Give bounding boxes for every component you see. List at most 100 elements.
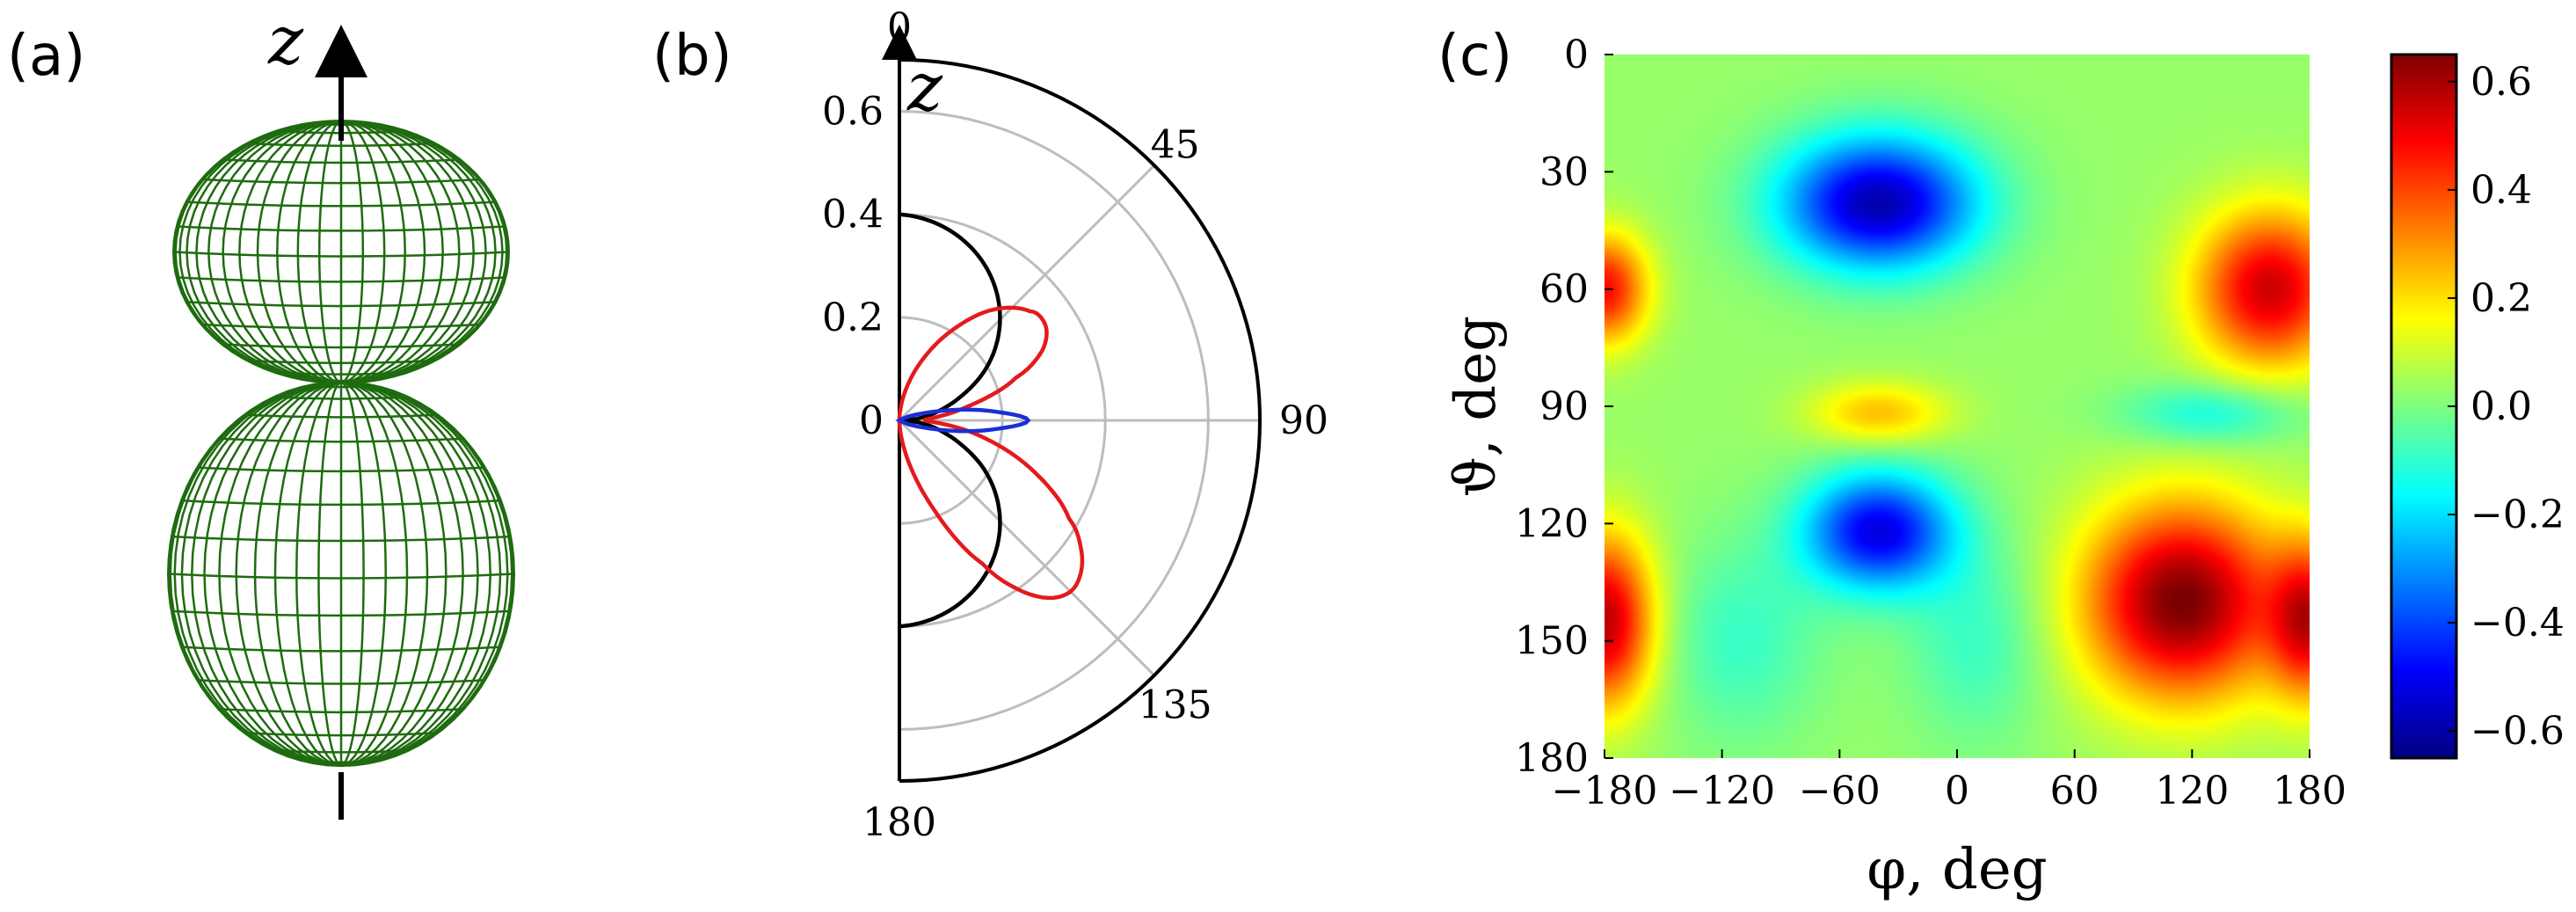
mesh-parallel	[248, 142, 434, 148]
mesh-meridian	[340, 381, 479, 767]
mesh-parallel	[171, 535, 511, 543]
mesh-parallel	[177, 225, 506, 232]
mesh-meridian	[295, 381, 342, 767]
panel-c: (c) −180 −120 −60 0 60 120 180 0 30 60 90 120 150 180…	[1437, 24, 2565, 902]
x-tick-label: 0	[1945, 769, 1969, 814]
mesh-parallel	[219, 437, 463, 443]
y-tick-label: 120	[1515, 501, 1589, 546]
mesh-meridian	[340, 381, 448, 767]
panel-c-label: (c)	[1437, 24, 1512, 89]
heatmap-image	[1605, 55, 2310, 758]
x-axis-title: φ, deg	[1867, 837, 2047, 902]
heatmap-axes: −180 −120 −60 0 60 120 180 0 30 60 90 120 150 180	[1515, 33, 2347, 814]
x-tick-label: 60	[2050, 769, 2099, 814]
polar-theta-tick: 135	[1139, 683, 1212, 728]
mesh-meridian	[317, 381, 342, 767]
mesh-parallel	[274, 749, 408, 754]
mesh-meridian	[340, 120, 406, 384]
mesh-meridian	[340, 120, 461, 384]
polar-theta-tick: 45	[1151, 122, 1200, 167]
mesh-meridian	[235, 381, 342, 767]
polar-grid	[882, 25, 1262, 783]
mesh-meridian	[340, 120, 365, 384]
y-tick-label: 30	[1539, 150, 1589, 194]
mesh-meridian	[317, 120, 342, 384]
panel-b-label: (b)	[652, 24, 732, 89]
mesh-parallel	[219, 708, 463, 714]
mesh-parallel	[248, 359, 434, 364]
mesh-parallel	[181, 646, 501, 653]
polar-r-tick: 0.2	[822, 295, 884, 340]
colorbar-tick-label: 0.4	[2470, 168, 2532, 213]
panel-a-label: (a)	[7, 24, 85, 89]
mesh-meridian	[340, 120, 444, 384]
polar-r-tick: 0.4	[822, 193, 884, 237]
polar-z-label: z	[906, 47, 943, 126]
mesh-meridian	[273, 381, 342, 767]
mesh-parallel	[181, 500, 501, 507]
mesh-meridian	[340, 120, 386, 384]
mesh-parallel	[186, 201, 496, 208]
x-tick-label: −180	[1552, 769, 1658, 814]
colorbar-tick-label: 0.0	[2470, 384, 2532, 429]
y-tick-label: 150	[1515, 619, 1589, 664]
polar-r-tick: 0	[859, 398, 884, 443]
mesh-meridian	[340, 120, 475, 384]
mesh-meridian	[340, 381, 409, 767]
y-tick-label: 90	[1539, 384, 1589, 429]
mesh-meridian	[253, 381, 342, 767]
polar-curves	[895, 212, 1085, 629]
mesh-meridian	[218, 381, 342, 767]
y-tick-label: 180	[1515, 736, 1589, 781]
polar-theta-tick: 180	[862, 800, 936, 845]
mesh-parallel	[222, 158, 460, 164]
polar-theta-tick: 90	[1279, 398, 1328, 443]
mesh-meridian	[296, 120, 342, 384]
mesh-parallel	[201, 323, 481, 330]
polar-grid-spoke	[898, 419, 1155, 676]
colorbar	[2390, 53, 2458, 760]
polar-curve-blue	[895, 407, 1031, 434]
polar-curve-black	[899, 212, 1002, 629]
polar-grid-spoke	[898, 164, 1155, 422]
polar-curve-red	[897, 305, 1085, 601]
mesh-parallel	[245, 732, 437, 737]
mesh-parallel	[177, 276, 506, 283]
polar-r-tick: 0.6	[822, 90, 884, 135]
x-tick-label: −60	[1799, 769, 1881, 814]
mesh-parallel	[274, 396, 408, 400]
x-tick-label: −120	[1669, 769, 1775, 814]
mesh-parallel	[171, 609, 511, 617]
x-tick-label: 120	[2155, 769, 2229, 814]
mesh-meridian	[340, 381, 429, 767]
mesh-meridian	[276, 120, 342, 384]
x-tick-label: 180	[2273, 769, 2347, 814]
y-tick-label: 0	[1564, 33, 1589, 77]
radiation-mesh-surface	[166, 119, 516, 768]
polar-outer-arc	[899, 58, 1262, 783]
y-axis-title: ϑ, deg	[1444, 316, 1509, 497]
colorbar-tick-label: −0.4	[2470, 601, 2565, 646]
colorbar-tick-label: 0.6	[2470, 60, 2532, 105]
mesh-meridian	[207, 120, 342, 384]
mesh-meridian	[203, 381, 342, 767]
y-tick-label: 60	[1539, 267, 1589, 312]
polar-theta-tick: 0	[887, 5, 912, 50]
colorbar-ticks: −0.6 −0.4 −0.2 0.0 0.2 0.4 0.6	[2448, 60, 2565, 754]
mesh-parallel	[168, 573, 514, 580]
mesh-parallel	[186, 301, 496, 308]
mesh-meridian	[222, 120, 342, 384]
mesh-parallel	[173, 251, 509, 258]
mesh-parallel	[222, 343, 460, 349]
mesh-meridian	[340, 381, 387, 767]
mesh-parallel	[197, 466, 485, 473]
mesh-parallel	[245, 413, 437, 419]
mesh-meridian	[256, 120, 342, 384]
mesh-parallel	[201, 178, 481, 185]
mesh-parallel	[308, 378, 375, 383]
z-axis-label: z	[267, 1, 304, 79]
mesh-meridian	[340, 381, 365, 767]
